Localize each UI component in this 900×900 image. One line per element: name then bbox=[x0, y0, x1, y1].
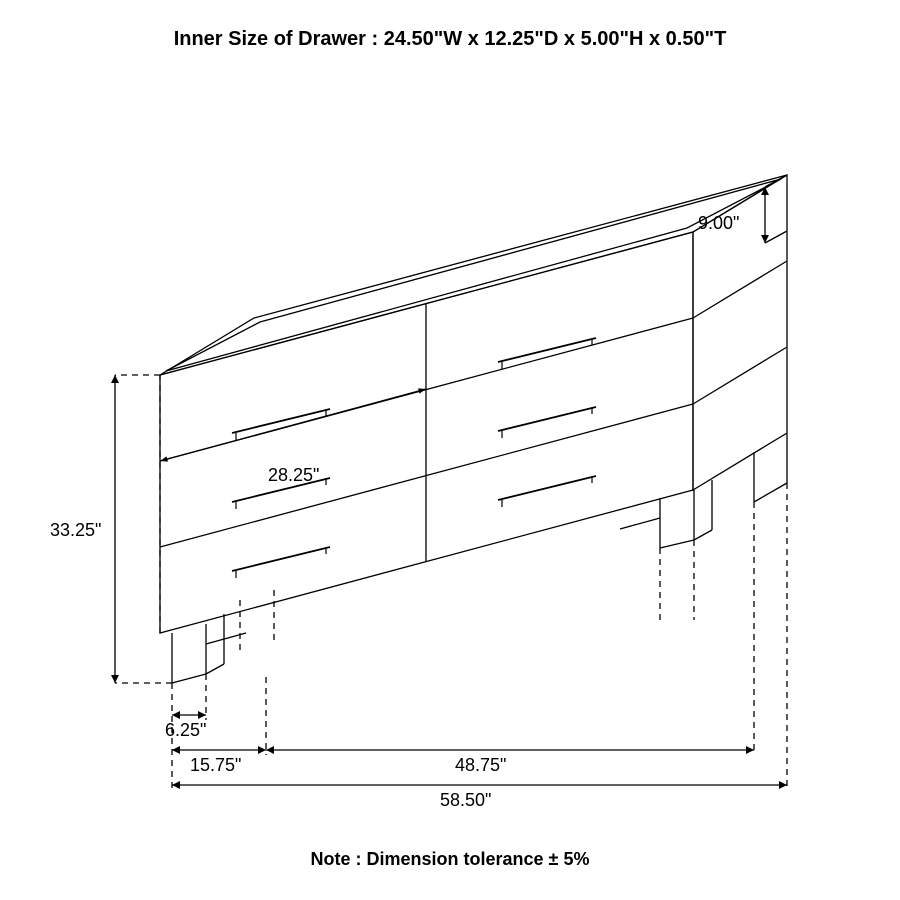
dim-width-total: 58.50" bbox=[440, 790, 491, 811]
diagram-container: Inner Size of Drawer : 24.50"W x 12.25"D… bbox=[0, 0, 900, 900]
dim-width-legs: 48.75" bbox=[455, 755, 506, 776]
dim-drawer-section: 28.25" bbox=[268, 465, 319, 486]
technical-drawing bbox=[0, 0, 900, 900]
dim-top-gap: 9.00" bbox=[698, 213, 739, 234]
dim-depth: 15.75" bbox=[190, 755, 241, 776]
dim-height: 33.25" bbox=[50, 520, 101, 541]
dim-leg-width: 6.25" bbox=[165, 720, 206, 741]
